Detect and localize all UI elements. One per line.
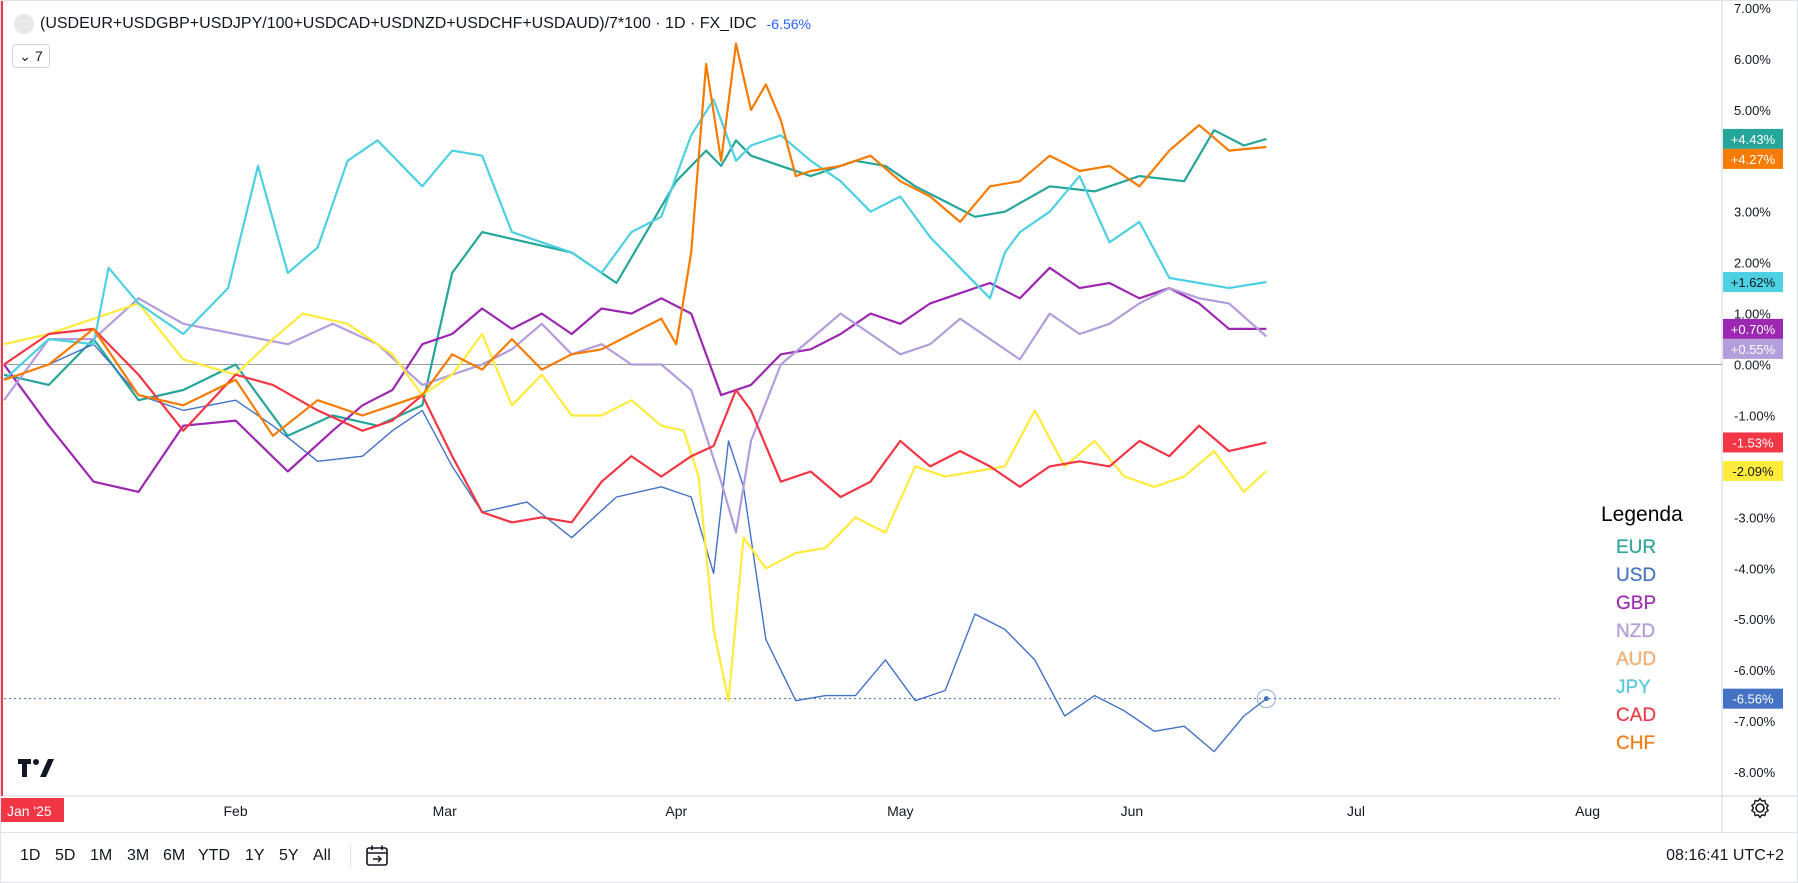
usd-last-point (1263, 696, 1269, 702)
last-value-label-nzd: +0.55% (1731, 342, 1776, 357)
range-button-all[interactable]: All (313, 847, 331, 864)
x-tick-label: Jan '25 (7, 803, 52, 819)
last-value-badge-aud (1723, 460, 1783, 481)
legend-item-jpy: JPY (1616, 677, 1651, 698)
y-tick-label: -8.00% (1734, 765, 1776, 780)
last-value-badge-gbp (1723, 318, 1783, 339)
legend-item-gbp: GBP (1616, 593, 1657, 614)
current-date-marker (0, 798, 64, 822)
last-value-badge-nzd (1723, 338, 1783, 359)
usd-last-point-halo (1256, 689, 1276, 709)
last-value-badge-chf (1723, 148, 1783, 169)
series-line-chf[interactable] (3, 42, 1267, 437)
legend-item-chf: CHF (1616, 733, 1656, 754)
x-tick-label: Mar (433, 803, 457, 819)
header-change: -6.56% (766, 16, 811, 32)
series-line-aud[interactable] (3, 302, 1268, 702)
x-tick-label: Apr (665, 803, 687, 819)
symbol-header[interactable]: (USDEUR+USDGBP+USDJPY/100+USDCAD+USDNZD+… (14, 13, 811, 35)
x-tick-label: Aug (1575, 803, 1600, 819)
legend-item-usd: USD (1616, 565, 1657, 586)
indicator-toggle-button[interactable]: ⌄ 7 (12, 44, 50, 68)
legend-item-aud: AUD (1616, 649, 1657, 670)
y-tick-label: -6.00% (1734, 663, 1776, 678)
y-tick-label: -5.00% (1734, 612, 1776, 627)
y-tick-label: -3.00% (1734, 510, 1776, 525)
x-tick-label: Feb (223, 803, 247, 819)
x-tick-label: Jun (1121, 803, 1144, 819)
range-button-1d[interactable]: 1D (20, 847, 41, 864)
series-line-cad[interactable] (3, 327, 1267, 524)
legend-item-eur: EUR (1616, 537, 1657, 558)
series-line-jpy[interactable] (3, 98, 1267, 381)
y-tick-label: 1.00% (1734, 307, 1771, 322)
y-tick-label: -1.00% (1734, 408, 1776, 423)
range-button-1m[interactable]: 1M (90, 847, 113, 864)
y-tick-label: -4.00% (1734, 561, 1776, 576)
range-button-3m[interactable]: 3M (127, 847, 150, 864)
series-line-eur[interactable] (3, 129, 1267, 437)
range-button-6m[interactable]: 6M (163, 847, 186, 864)
goto-date-calendar-icon[interactable] (364, 844, 390, 868)
legend-title: Legenda (1601, 503, 1683, 526)
range-button-1y[interactable]: 1Y (245, 847, 265, 864)
last-value-label-aud: -2.09% (1732, 464, 1774, 479)
x-tick-label: Jul (1347, 803, 1365, 819)
y-tick-label: 5.00% (1734, 103, 1771, 118)
y-tick-label: 2.00% (1734, 256, 1771, 271)
y-tick-label: 3.00% (1734, 205, 1771, 220)
toolbar-divider (350, 843, 351, 869)
legend-item-cad: CAD (1616, 705, 1657, 726)
last-value-label-eur: +4.43% (1731, 132, 1776, 147)
y-tick-label: 7.00% (1734, 1, 1771, 16)
last-value-label-usd: -6.56% (1732, 692, 1774, 707)
series-line-usd[interactable] (3, 343, 1267, 753)
last-value-label-cad: -1.53% (1732, 435, 1774, 450)
tradingview-logo-icon[interactable] (17, 756, 57, 780)
chevron-down-icon: ⌄ (19, 47, 31, 64)
legend-item-nzd: NZD (1616, 621, 1656, 642)
x-tick-label: May (887, 803, 913, 819)
last-value-label-gbp: +0.70% (1731, 322, 1776, 337)
clock-timezone[interactable]: 08:16:41 UTC+2 (1666, 847, 1784, 864)
settings-gear-icon[interactable] (1748, 796, 1772, 820)
last-value-label-chf: +4.27% (1731, 152, 1776, 167)
range-button-5y[interactable]: 5Y (279, 847, 299, 864)
series-line-nzd[interactable] (3, 287, 1268, 534)
range-button-ytd[interactable]: YTD (198, 847, 230, 864)
symbol-text: (USDEUR+USDGBP+USDJPY/100+USDCAD+USDNZD+… (40, 15, 757, 32)
last-value-badge-eur (1723, 128, 1783, 149)
last-value-label-jpy: +1.62% (1731, 275, 1776, 290)
series-line-gbp[interactable] (3, 266, 1267, 493)
last-value-badge-jpy (1723, 272, 1783, 293)
y-tick-label: -7.00% (1734, 714, 1776, 729)
y-tick-label: 0.00% (1734, 358, 1771, 373)
last-value-badge-cad (1723, 432, 1783, 453)
y-tick-label: 6.00% (1734, 52, 1771, 67)
bottom-toolbar: 1D 5D 1M 3M 6M YTD 1Y 5Y All 08:16:41 UTC+2 (0, 832, 1798, 880)
indicator-count: 7 (34, 48, 43, 64)
last-value-badge-usd (1723, 688, 1783, 709)
range-button-5d[interactable]: 5D (55, 847, 76, 864)
symbol-logo-icon (14, 14, 34, 34)
